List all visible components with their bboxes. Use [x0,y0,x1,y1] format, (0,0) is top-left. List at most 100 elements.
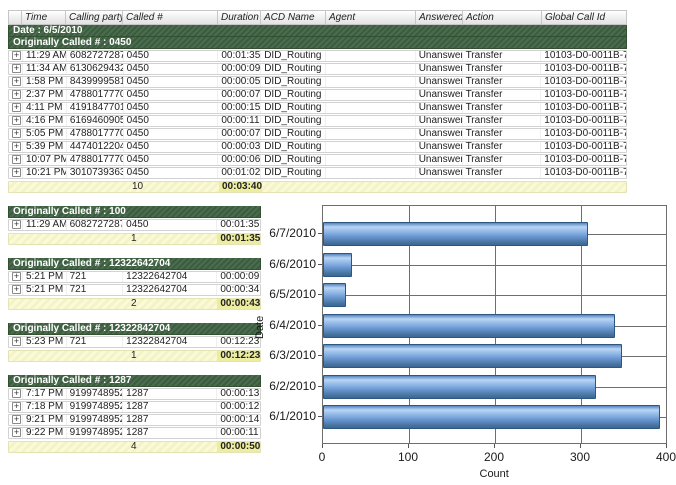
expand-plus-icon[interactable]: + [12,272,21,281]
summary-count: 1 [131,351,137,361]
call-groups: Originally Called # : 0450 +11:29 AM 60827… [8,37,627,453]
originally-called-band: Originally Called # : 1287 [8,375,261,387]
call-record-row[interactable]: +5:23 PM 721 12322842704 00:12:23 [8,336,261,348]
call-record-row[interactable]: +10:07 PM 4788017770 0450 00:00:06 DID_Routi… [8,154,627,166]
called-cell: 0450 [124,51,219,61]
expand-plus-icon[interactable]: + [12,220,21,229]
duration-cell: 00:01:35 [220,220,260,230]
answered-cell: Unanswered [416,90,463,100]
summary-total-duration: 00:00:43 [217,299,260,309]
call-record-row[interactable]: +9:22 PM 9199748952 1287 00:00:11 [8,427,261,439]
global_id-cell: 10103-D0-0011B-773 [544,116,627,126]
duration-cell: 00:00:34 [220,285,260,295]
expand-plus-icon[interactable]: + [12,129,21,138]
column-header-called-[interactable]: Called # [123,10,218,25]
summary-total-duration: 00:00:50 [217,442,260,452]
calling-cell: 721 [67,285,124,295]
call-record-row[interactable]: +4:11 PM 4191847701 0450 00:00:15 DID_Routin… [8,102,627,114]
expand-plus-icon[interactable]: + [12,51,21,60]
call-record-row[interactable]: +11:34 AM 6130629432 0450 00:00:09 DID_Routi… [8,63,627,75]
global_id-cell: 10103-D0-0011B-768 [544,51,627,61]
call-record-row[interactable]: +5:21 PM 721 12322642704 00:00:09 [8,271,261,283]
call-record-row[interactable]: +11:29 AM 6082727287 0450 00:01:35 DID_Routi… [8,50,627,62]
expand-cell: + [9,116,23,126]
time-cell: 1:58 PM [23,77,67,87]
column-header-time[interactable]: Time [22,10,66,25]
expand-plus-icon[interactable]: + [12,64,21,73]
expand-plus-icon[interactable]: + [12,90,21,99]
call-record-row[interactable]: +7:17 PM 9199748952 1287 00:00:13 [8,388,261,400]
expand-plus-icon[interactable]: + [12,389,21,398]
called-cell: 0450 [124,168,219,178]
expand-cell: + [9,77,23,87]
expand-cell: + [9,285,23,295]
expand-plus-icon[interactable]: + [12,116,21,125]
called-cell: 0450 [123,220,218,230]
expand-cell: + [9,51,23,61]
summary-spacer [9,442,123,452]
expand-plus-icon[interactable]: + [12,337,21,346]
expand-plus-icon[interactable]: + [12,168,21,177]
column-header-duration[interactable]: Duration [218,10,261,25]
call-record-row[interactable]: +5:21 PM 721 12322642704 00:00:34 [8,284,261,296]
call-group: Originally Called # : 100 +11:29 AM 608272… [8,206,261,245]
call-record-row[interactable]: +4:16 PM 6169460905 0450 00:00:11 DID_Routin… [8,115,627,127]
call-record-row[interactable]: +5:39 PM 4474012204 0450 00:00:03 DID_Routin… [8,141,627,153]
action-cell: Transfer [463,168,542,178]
expand-plus-icon[interactable]: + [12,77,21,86]
calling-cell: 4788017770 [67,129,124,139]
column-header-acd-name[interactable]: ACD Name [261,10,326,25]
time-cell: 5:23 PM [23,337,67,347]
expand-plus-icon[interactable]: + [12,155,21,164]
acd-cell: DID_Routing [261,129,326,139]
duration-cell: 00:00:07 [218,129,262,139]
summary-count: 2 [131,299,137,309]
acd-cell: DID_Routing [261,116,326,126]
call-record-row[interactable]: +1:58 PM 8439999581 0450 00:00:05 DID_Routin… [8,76,627,88]
called-cell: 0450 [124,116,219,126]
called-cell: 0450 [124,129,219,139]
call-record-row[interactable]: +2:37 PM 4788017770 0450 00:00:07 DID_Routin… [8,89,627,101]
column-header-answered[interactable]: Answered [416,10,463,25]
expand-plus-icon[interactable]: + [12,285,21,294]
global_id-cell: 10103-D0-0011B-772 [544,103,627,113]
calling-cell: 4191847701 [67,103,124,113]
answered-cell: Unanswered [416,129,463,139]
column-header-agent[interactable]: Agent [326,10,416,25]
column-header-expand[interactable] [8,10,22,25]
expand-plus-icon[interactable]: + [12,103,21,112]
action-cell: Transfer [463,64,542,74]
duration-cell: 00:00:15 [218,103,262,113]
expand-cell: + [9,220,23,230]
global_id-cell: 10103-D0-0011B-77F [544,168,627,178]
call-record-row[interactable]: +5:05 PM 4788017770 0450 00:00:07 DID_Routin… [8,128,627,140]
call-group: Originally Called # : 1287 +7:17 PM 919974… [8,375,261,453]
agent-cell [326,116,416,126]
expand-plus-icon[interactable]: + [12,402,21,411]
time-cell: 10:07 PM [23,155,67,165]
summary-count: 4 [131,442,137,452]
global_id-cell: 10103-D0-0011B-770 [544,77,627,87]
answered-cell: Unanswered [416,77,463,87]
agent-cell [326,103,416,113]
expand-plus-icon[interactable]: + [12,428,21,437]
call-record-row[interactable]: +9:21 PM 9199748952 1287 00:00:14 [8,414,261,426]
global_id-cell: 10103-D0-0011B-778 [544,142,627,152]
called-cell: 0450 [124,90,219,100]
duration-cell: 00:00:13 [220,389,260,399]
called-cell: 0450 [124,77,219,87]
expand-plus-icon[interactable]: + [12,415,21,424]
answered-cell: Unanswered [416,168,463,178]
call-record-row[interactable]: +10:21 PM 3010739363 0450 00:01:02 DID_Routi… [8,167,627,179]
action-cell: Transfer [463,51,542,61]
expand-plus-icon[interactable]: + [12,142,21,151]
column-header-global-call-id[interactable]: Global Call Id [542,10,627,25]
call-record-row[interactable]: +7:18 PM 9199748952 1287 00:00:12 [8,401,261,413]
summary-spacer [9,299,123,309]
calling-cell: 6169460905 [67,116,124,126]
call-record-row[interactable]: +11:29 AM 6082727287 0450 00:01:35 [8,219,261,231]
column-header-action[interactable]: Action [463,10,542,25]
expand-cell: + [9,142,23,152]
calling-cell: 9199748952 [67,402,124,412]
column-header-calling-party-[interactable]: Calling party # [66,10,123,25]
